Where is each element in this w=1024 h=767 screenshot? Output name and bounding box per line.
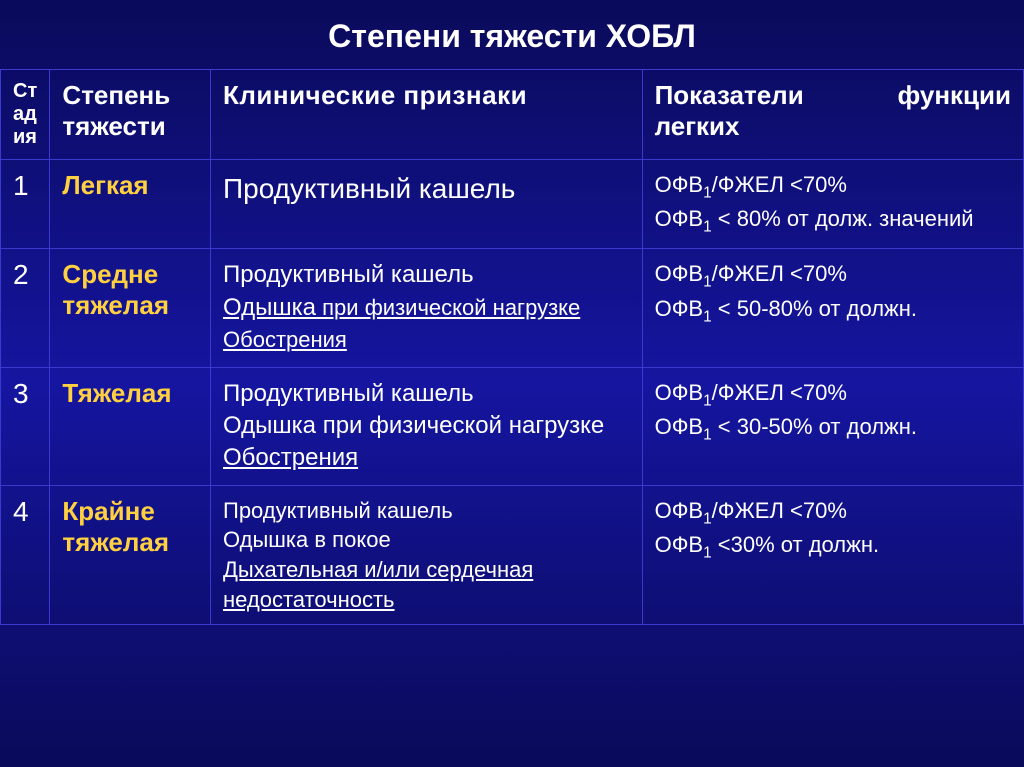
clinical-signs: Продуктивный кашель Одышка при физическо… [211, 249, 643, 367]
slide-title: Степени тяжести ХОБЛ [0, 0, 1024, 69]
severity-label: Тяжелая [50, 367, 211, 485]
severity-label: Средне тяжелая [50, 249, 211, 367]
stage-number: 2 [1, 249, 50, 367]
table-row: 3 Тяжелая Продуктивный кашель Одышка при… [1, 367, 1024, 485]
table-row: 2 Средне тяжелая Продуктивный кашель Оды… [1, 249, 1024, 367]
lung-function: ОФВ1/ФЖЕЛ <70% ОФВ1 < 30-50% от должн. [642, 367, 1023, 485]
lung-function: ОФВ1/ФЖЕЛ <70% ОФВ1 < 50-80% от должн. [642, 249, 1023, 367]
severity-label: Легкая [50, 160, 211, 249]
severity-table: Ст ад ия Степень тяжести Клинические при… [0, 69, 1024, 625]
table-row: 4 Крайне тяжелая Продуктивный кашель Оды… [1, 485, 1024, 625]
stage-number: 4 [1, 485, 50, 625]
header-function: Показатели функции легких [642, 70, 1023, 160]
table-row: 1 Легкая Продуктивный кашель ОФВ1/ФЖЕЛ <… [1, 160, 1024, 249]
stage-number: 3 [1, 367, 50, 485]
lung-function: ОФВ1/ФЖЕЛ <70% ОФВ1 < 80% от долж. значе… [642, 160, 1023, 249]
clinical-signs: Продуктивный кашель [211, 160, 643, 249]
clinical-signs: Продуктивный кашель Одышка при физическо… [211, 367, 643, 485]
severity-label: Крайне тяжелая [50, 485, 211, 625]
header-clinical-bold: признаки [403, 80, 527, 110]
header-severity: Степень тяжести [50, 70, 211, 160]
stage-number: 1 [1, 160, 50, 249]
clinical-signs: Продуктивный кашель Одышка в покое Дыхат… [211, 485, 643, 625]
header-clinical: Клинические признаки [211, 70, 643, 160]
table-header-row: Ст ад ия Степень тяжести Клинические при… [1, 70, 1024, 160]
header-stage: Ст ад ия [1, 70, 50, 160]
lung-function: ОФВ1/ФЖЕЛ <70% ОФВ1 <30% от должн. [642, 485, 1023, 625]
header-clinical-pre: Клинические [223, 80, 403, 110]
